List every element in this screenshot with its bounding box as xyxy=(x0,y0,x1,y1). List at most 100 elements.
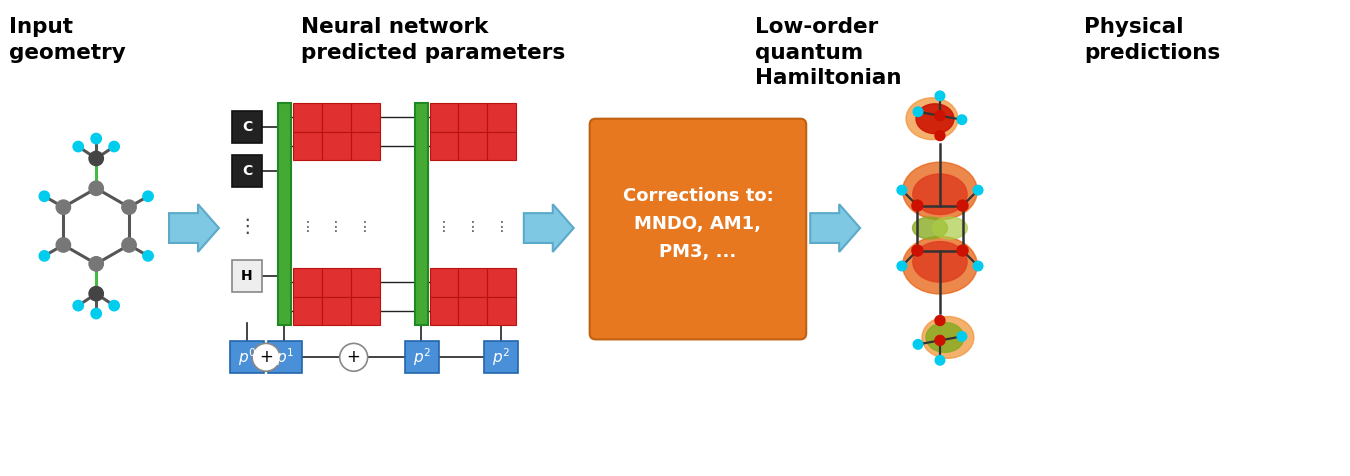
Circle shape xyxy=(89,287,104,301)
Ellipse shape xyxy=(917,104,954,134)
Circle shape xyxy=(73,141,84,152)
FancyBboxPatch shape xyxy=(459,103,487,132)
Text: ⋮: ⋮ xyxy=(437,219,451,234)
Text: ⋮: ⋮ xyxy=(238,217,256,236)
Circle shape xyxy=(936,91,945,100)
Text: ⋮: ⋮ xyxy=(466,219,479,234)
FancyBboxPatch shape xyxy=(321,297,351,326)
Circle shape xyxy=(89,181,104,196)
FancyBboxPatch shape xyxy=(351,268,379,297)
FancyBboxPatch shape xyxy=(429,268,459,297)
Circle shape xyxy=(340,343,367,371)
Text: $p^2$: $p^2$ xyxy=(491,347,510,368)
FancyBboxPatch shape xyxy=(321,268,351,297)
FancyBboxPatch shape xyxy=(293,297,321,326)
Text: H: H xyxy=(242,269,252,283)
FancyBboxPatch shape xyxy=(487,132,516,160)
Ellipse shape xyxy=(922,317,973,358)
FancyBboxPatch shape xyxy=(429,297,459,326)
Text: Neural network
predicted parameters: Neural network predicted parameters xyxy=(301,17,566,63)
Ellipse shape xyxy=(913,242,967,282)
Circle shape xyxy=(109,141,119,152)
FancyBboxPatch shape xyxy=(269,341,302,373)
Ellipse shape xyxy=(926,323,964,352)
FancyBboxPatch shape xyxy=(351,103,379,132)
Circle shape xyxy=(936,356,945,365)
Text: $p^0$: $p^0$ xyxy=(238,347,256,368)
FancyBboxPatch shape xyxy=(414,103,428,326)
Text: +: + xyxy=(259,348,273,367)
Circle shape xyxy=(109,300,119,311)
FancyBboxPatch shape xyxy=(429,132,459,160)
Circle shape xyxy=(39,191,50,201)
FancyBboxPatch shape xyxy=(230,341,263,373)
Ellipse shape xyxy=(933,217,968,239)
FancyBboxPatch shape xyxy=(459,297,487,326)
FancyBboxPatch shape xyxy=(232,111,262,142)
FancyArrow shape xyxy=(810,204,860,252)
Circle shape xyxy=(936,111,945,121)
Circle shape xyxy=(89,257,104,271)
Ellipse shape xyxy=(913,217,948,239)
FancyBboxPatch shape xyxy=(293,132,321,160)
Text: ⋮: ⋮ xyxy=(495,219,509,234)
FancyBboxPatch shape xyxy=(293,103,321,132)
Circle shape xyxy=(957,332,967,341)
FancyBboxPatch shape xyxy=(293,268,321,297)
Text: Low-order
quantum
Hamiltonian: Low-order quantum Hamiltonian xyxy=(755,17,902,89)
Ellipse shape xyxy=(906,98,958,139)
Text: C: C xyxy=(242,164,252,178)
FancyBboxPatch shape xyxy=(321,132,351,160)
Circle shape xyxy=(90,308,101,319)
Circle shape xyxy=(957,115,967,124)
Circle shape xyxy=(911,200,923,211)
FancyBboxPatch shape xyxy=(278,103,290,326)
Text: $p^2$: $p^2$ xyxy=(413,347,431,368)
FancyBboxPatch shape xyxy=(590,119,806,339)
Circle shape xyxy=(252,343,279,371)
FancyBboxPatch shape xyxy=(405,341,439,373)
Text: Input
geometry: Input geometry xyxy=(9,17,126,63)
Ellipse shape xyxy=(913,174,967,215)
Circle shape xyxy=(896,261,907,271)
FancyBboxPatch shape xyxy=(429,103,459,132)
Circle shape xyxy=(957,245,968,256)
FancyArrow shape xyxy=(524,204,574,252)
Ellipse shape xyxy=(903,237,977,294)
Circle shape xyxy=(936,316,945,326)
FancyArrow shape xyxy=(169,204,219,252)
Circle shape xyxy=(143,251,154,261)
Text: $p^1$: $p^1$ xyxy=(277,347,294,368)
Circle shape xyxy=(73,300,84,311)
Circle shape xyxy=(57,200,70,214)
FancyBboxPatch shape xyxy=(351,297,379,326)
Text: ⋮: ⋮ xyxy=(300,219,315,234)
Text: +: + xyxy=(347,348,360,367)
Circle shape xyxy=(973,261,983,271)
Text: C: C xyxy=(242,119,252,134)
Circle shape xyxy=(90,133,101,144)
Circle shape xyxy=(913,107,923,117)
FancyBboxPatch shape xyxy=(487,268,516,297)
FancyBboxPatch shape xyxy=(459,268,487,297)
Circle shape xyxy=(122,200,136,214)
FancyBboxPatch shape xyxy=(487,297,516,326)
Text: ⋮: ⋮ xyxy=(358,219,373,234)
Circle shape xyxy=(936,336,945,346)
Text: Corrections to:
MNDO, AM1,
PM3, ...: Corrections to: MNDO, AM1, PM3, ... xyxy=(622,187,774,261)
FancyBboxPatch shape xyxy=(351,132,379,160)
Circle shape xyxy=(957,200,968,211)
FancyBboxPatch shape xyxy=(487,103,516,132)
FancyBboxPatch shape xyxy=(459,132,487,160)
Circle shape xyxy=(911,245,923,256)
FancyBboxPatch shape xyxy=(232,156,262,187)
Circle shape xyxy=(143,191,154,201)
FancyBboxPatch shape xyxy=(232,260,262,292)
Circle shape xyxy=(973,185,983,195)
Text: ⋮: ⋮ xyxy=(329,219,343,234)
FancyBboxPatch shape xyxy=(483,341,518,373)
Circle shape xyxy=(89,151,104,166)
Text: Physical
predictions: Physical predictions xyxy=(1084,17,1220,63)
Ellipse shape xyxy=(903,162,977,219)
Circle shape xyxy=(896,185,907,195)
